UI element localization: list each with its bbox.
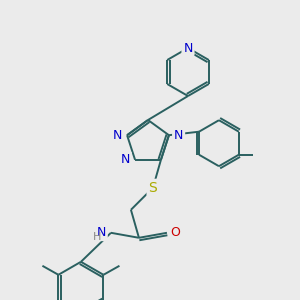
Text: O: O xyxy=(170,226,180,239)
Text: H: H xyxy=(93,232,101,242)
Text: N: N xyxy=(97,226,106,239)
Text: N: N xyxy=(174,129,183,142)
Text: N: N xyxy=(113,129,122,142)
Text: N: N xyxy=(121,153,130,166)
Text: N: N xyxy=(183,41,193,55)
Text: S: S xyxy=(148,181,157,195)
